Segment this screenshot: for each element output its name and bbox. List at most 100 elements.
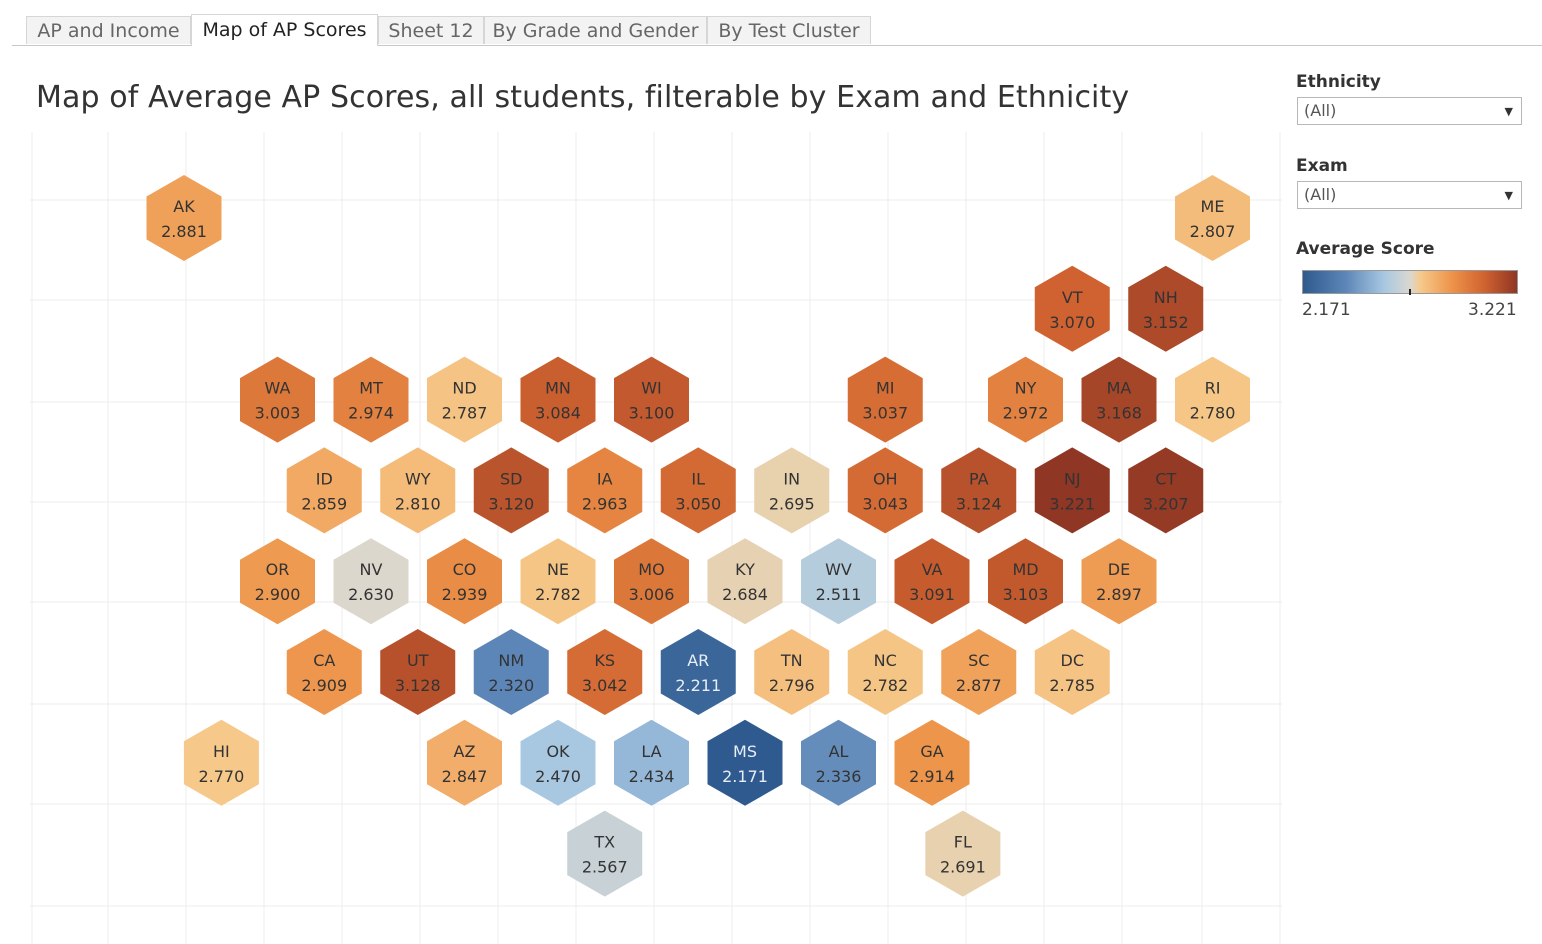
state-abbr-label: MI <box>876 379 895 398</box>
state-hex-mt[interactable]: MT 2.974 <box>333 356 409 443</box>
state-hex-tx[interactable]: TX 2.567 <box>567 810 643 897</box>
state-hex-tn[interactable]: TN 2.796 <box>754 629 830 715</box>
state-hex-wi[interactable]: WI 3.100 <box>614 356 689 443</box>
state-hex-wy[interactable]: WY 2.810 <box>380 447 456 534</box>
state-abbr-label: PA <box>969 469 989 488</box>
state-hex-ak[interactable]: AK 2.881 <box>146 175 222 261</box>
state-score-label: 2.782 <box>862 676 908 695</box>
state-hex-or[interactable]: OR 2.900 <box>240 538 315 625</box>
hex-shape <box>286 447 362 534</box>
state-abbr-label: SC <box>968 651 989 670</box>
state-hex-ks[interactable]: KS 3.042 <box>567 629 643 715</box>
hex-shape <box>1128 265 1204 352</box>
exam-filter-dropdown[interactable]: (All) ▼ <box>1297 181 1522 209</box>
state-abbr-label: ID <box>316 469 333 488</box>
state-hex-ia[interactable]: IA 2.963 <box>567 447 643 534</box>
state-hex-me[interactable]: ME 2.807 <box>1175 175 1250 261</box>
state-hex-nh[interactable]: NH 3.152 <box>1128 265 1204 352</box>
state-score-label: 2.897 <box>1096 585 1142 604</box>
state-hex-ms[interactable]: MS 2.171 <box>707 719 783 806</box>
state-abbr-label: FL <box>954 833 972 852</box>
state-hex-fl[interactable]: FL 2.691 <box>925 810 1001 897</box>
state-hex-nv[interactable]: NV 2.630 <box>333 538 409 625</box>
state-hex-ct[interactable]: CT 3.207 <box>1128 447 1204 534</box>
state-score-label: 3.207 <box>1143 494 1189 513</box>
state-abbr-label: HI <box>213 742 230 761</box>
state-abbr-label: WA <box>265 379 291 398</box>
state-hex-vt[interactable]: VT 3.070 <box>1034 265 1110 352</box>
state-hex-in[interactable]: IN 2.695 <box>754 447 830 534</box>
state-abbr-label: KY <box>735 560 755 579</box>
state-score-label: 2.770 <box>198 767 244 786</box>
state-hex-la[interactable]: LA 2.434 <box>614 719 689 806</box>
state-hex-il[interactable]: IL 3.050 <box>660 447 736 534</box>
hex-shape <box>660 447 736 534</box>
hex-shape <box>754 447 830 534</box>
tab-by-test-cluster[interactable]: By Test Cluster <box>707 16 871 44</box>
state-score-label: 2.780 <box>1190 404 1236 423</box>
state-abbr-label: UT <box>407 651 429 670</box>
state-abbr-label: TN <box>780 651 803 670</box>
hex-shape <box>1034 629 1110 715</box>
state-hex-ga[interactable]: GA 2.914 <box>894 719 970 806</box>
state-abbr-label: CT <box>1155 469 1176 488</box>
state-score-label: 2.877 <box>956 676 1002 695</box>
state-hex-ne[interactable]: NE 2.782 <box>520 538 596 625</box>
state-hex-wa[interactable]: WA 3.003 <box>240 356 315 443</box>
hex-shape <box>520 356 596 443</box>
tab-map-of-ap-scores[interactable]: Map of AP Scores <box>191 14 378 46</box>
state-hex-ar[interactable]: AR 2.211 <box>660 629 736 715</box>
state-hex-id[interactable]: ID 2.859 <box>286 447 362 534</box>
hex-shape <box>660 629 736 715</box>
state-hex-ok[interactable]: OK 2.470 <box>520 719 596 806</box>
state-score-label: 2.171 <box>722 767 768 786</box>
state-hex-pa[interactable]: PA 3.124 <box>941 447 1017 534</box>
tab-ap-and-income[interactable]: AP and Income <box>26 16 191 44</box>
state-score-label: 3.120 <box>488 494 534 513</box>
state-hex-al[interactable]: AL 2.336 <box>801 719 876 806</box>
hex-tile-map: AK 2.881 ME 2.807 VT 3.070 NH 3.152 WA 3.003 MT 2.9… <box>30 132 1282 944</box>
hex-shape <box>146 175 222 261</box>
state-abbr-label: VT <box>1062 288 1083 307</box>
state-hex-va[interactable]: VA 3.091 <box>894 538 970 625</box>
legend-max-value: 3.221 <box>1468 300 1517 320</box>
state-abbr-label: MT <box>359 379 383 398</box>
hex-shape <box>707 538 783 625</box>
state-score-label: 3.100 <box>629 404 675 423</box>
state-hex-mi[interactable]: MI 3.037 <box>847 356 923 443</box>
state-hex-sd[interactable]: SD 3.120 <box>473 447 549 534</box>
state-hex-nc[interactable]: NC 2.782 <box>847 629 923 715</box>
hex-shape <box>380 447 456 534</box>
state-abbr-label: SD <box>500 469 522 488</box>
state-hex-dc[interactable]: DC 2.785 <box>1034 629 1110 715</box>
state-hex-ut[interactable]: UT 3.128 <box>380 629 456 715</box>
state-hex-nm[interactable]: NM 2.320 <box>473 629 549 715</box>
ethnicity-filter-label: Ethnicity <box>1296 72 1381 92</box>
state-hex-sc[interactable]: SC 2.877 <box>941 629 1017 715</box>
state-hex-az[interactable]: AZ 2.847 <box>427 719 502 806</box>
state-score-label: 2.972 <box>1003 404 1049 423</box>
legend-title: Average Score <box>1296 239 1435 259</box>
hex-shape <box>520 719 596 806</box>
state-hex-ca[interactable]: CA 2.909 <box>286 629 362 715</box>
state-abbr-label: AR <box>687 651 709 670</box>
state-hex-hi[interactable]: HI 2.770 <box>183 719 259 806</box>
state-hex-wv[interactable]: WV 2.511 <box>801 538 876 625</box>
tab-by-grade-and-gender[interactable]: By Grade and Gender <box>484 16 707 44</box>
state-abbr-label: MO <box>638 560 664 579</box>
state-hex-md[interactable]: MD 3.103 <box>988 538 1063 625</box>
state-hex-mo[interactable]: MO 3.006 <box>614 538 689 625</box>
state-hex-ny[interactable]: NY 2.972 <box>988 356 1063 443</box>
state-hex-oh[interactable]: OH 3.043 <box>847 447 923 534</box>
state-hex-mn[interactable]: MN 3.084 <box>520 356 596 443</box>
state-hex-ky[interactable]: KY 2.684 <box>707 538 783 625</box>
state-hex-co[interactable]: CO 2.939 <box>427 538 502 625</box>
state-hex-de[interactable]: DE 2.897 <box>1081 538 1157 625</box>
state-hex-ri[interactable]: RI 2.780 <box>1175 356 1250 443</box>
state-abbr-label: WY <box>405 469 431 488</box>
tab-sheet-12[interactable]: Sheet 12 <box>378 16 484 44</box>
ethnicity-filter-dropdown[interactable]: (All) ▼ <box>1297 97 1522 125</box>
state-hex-ma[interactable]: MA 3.168 <box>1081 356 1157 443</box>
state-hex-nd[interactable]: ND 2.787 <box>427 356 502 443</box>
state-hex-nj[interactable]: NJ 3.221 <box>1034 447 1110 534</box>
